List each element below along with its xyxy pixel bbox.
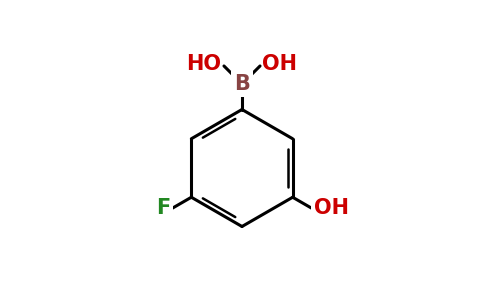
Text: B: B [234,74,250,94]
Text: HO: HO [186,55,222,74]
Text: OH: OH [262,55,298,74]
Text: F: F [156,199,170,218]
Text: OH: OH [314,199,348,218]
